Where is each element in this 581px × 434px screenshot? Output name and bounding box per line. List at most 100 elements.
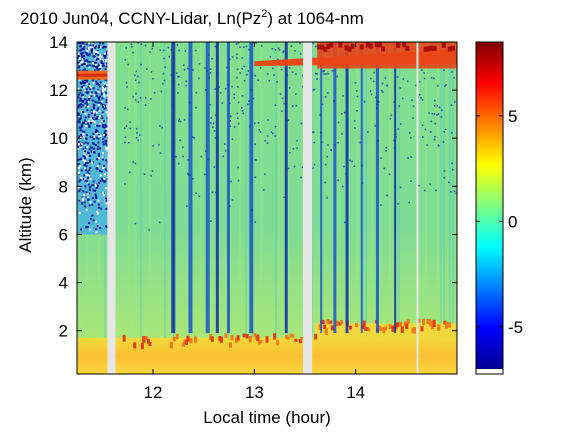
noise-pixel (418, 184, 420, 187)
noise-pixel (252, 97, 255, 100)
noise-pixel (97, 98, 100, 101)
aerosol-top-speckle (183, 339, 187, 345)
noise-pixel (91, 116, 94, 119)
noise-pixel (96, 148, 99, 151)
noise-pixel (389, 117, 392, 120)
noise-pixel (195, 91, 198, 94)
noise-pixel (93, 200, 96, 203)
noise-pixel (125, 82, 128, 84)
signal-column (356, 42, 358, 338)
noise-pixel (88, 61, 91, 64)
noise-pixel (86, 78, 89, 81)
cloud-streak (249, 42, 254, 334)
noise-pixel (226, 66, 228, 69)
noise-pixel (86, 122, 89, 125)
noise-pixel (95, 61, 98, 64)
cirrus-core (450, 45, 455, 51)
noise-pixel (211, 126, 214, 129)
aerosol-top-speckle (146, 339, 150, 344)
noise-pixel (104, 59, 107, 62)
noise-pixel (84, 146, 87, 149)
noise-pixel (236, 76, 238, 79)
noise-pixel (137, 75, 139, 78)
noise-pixel (97, 65, 100, 68)
noise-pixel (233, 97, 235, 99)
noise-pixel (162, 49, 165, 52)
noise-pixel (103, 95, 106, 98)
noise-pixel (88, 188, 91, 191)
noise-pixel (86, 142, 89, 145)
noise-pixel (150, 174, 152, 177)
noise-pixel (104, 123, 107, 126)
aerosol-top-speckle (444, 321, 448, 329)
noise-pixel (346, 77, 348, 79)
noise-pixel (104, 84, 107, 87)
noise-pixel (372, 80, 375, 83)
noise-pixel (79, 102, 82, 105)
noise-pixel (85, 101, 88, 104)
noise-pixel (455, 192, 457, 195)
aerosol-top-speckle (412, 327, 416, 334)
aerosol-top-speckle (443, 320, 447, 325)
noise-pixel (87, 85, 90, 88)
noise-pixel (140, 43, 143, 45)
cirrus-core (402, 42, 407, 48)
noise-pixel (93, 104, 96, 107)
noise-pixel (134, 79, 137, 82)
noise-pixel (139, 134, 141, 136)
noise-pixel (159, 49, 162, 51)
noise-pixel (81, 42, 84, 45)
noise-pixel (423, 77, 426, 80)
noise-pixel (77, 146, 80, 149)
noise-pixel (84, 161, 87, 164)
noise-pixel (321, 103, 324, 106)
noise-pixel (88, 65, 91, 68)
noise-pixel (86, 180, 89, 183)
noise-pixel (100, 60, 103, 63)
aerosol-top-speckle (437, 324, 441, 331)
noise-pixel (95, 186, 98, 189)
noise-pixel (92, 147, 95, 150)
noise-pixel (84, 51, 87, 54)
noise-pixel (88, 148, 91, 151)
noise-pixel (315, 72, 317, 75)
noise-pixel (162, 82, 164, 85)
signal-column (398, 42, 400, 338)
noise-pixel (313, 163, 316, 166)
noise-pixel (100, 115, 103, 118)
noise-pixel (99, 227, 102, 230)
noise-pixel (103, 104, 106, 107)
chart-title: 2010 Jun04, CCNY-Lidar, Ln(Pz2) at 1064-… (20, 8, 364, 28)
data-gap-thin (416, 42, 419, 374)
noise-pixel (91, 46, 94, 49)
signal-column (365, 42, 367, 338)
noise-pixel (80, 110, 83, 113)
noise-pixel (171, 104, 174, 107)
noise-pixel (80, 135, 83, 138)
noise-pixel (101, 65, 104, 68)
cirrus-core (359, 44, 364, 50)
noise-pixel (104, 168, 107, 171)
noise-pixel (80, 134, 83, 137)
aerosol-top-speckle (314, 333, 318, 340)
y-tick-label: 10 (49, 129, 68, 148)
noise-pixel (172, 80, 175, 83)
noise-pixel (87, 105, 90, 108)
noise-pixel (390, 114, 393, 117)
noise-pixel (82, 147, 85, 150)
colorbar-tick-label: 0 (508, 212, 517, 231)
noise-pixel (140, 63, 142, 66)
noise-pixel (94, 189, 97, 192)
noise-pixel (78, 62, 81, 65)
noise-pixel (77, 56, 80, 59)
noise-pixel (381, 91, 384, 93)
noise-pixel (229, 205, 231, 207)
plot-area (77, 42, 457, 374)
noise-pixel (131, 46, 133, 48)
noise-pixel (418, 81, 421, 83)
noise-pixel (344, 221, 346, 224)
aerosol-top-speckle (248, 336, 252, 343)
aerosol-top-speckle (431, 323, 435, 330)
noise-pixel (97, 51, 100, 54)
noise-pixel (208, 76, 210, 79)
